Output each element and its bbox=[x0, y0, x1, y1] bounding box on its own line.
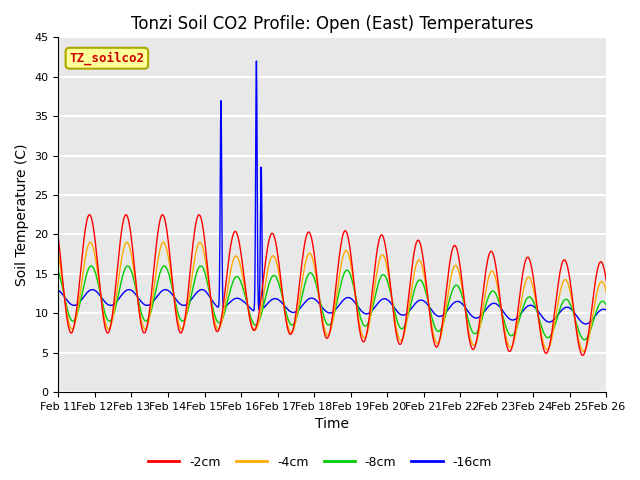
Title: Tonzi Soil CO2 Profile: Open (East) Temperatures: Tonzi Soil CO2 Profile: Open (East) Temp… bbox=[131, 15, 534, 33]
Y-axis label: Soil Temperature (C): Soil Temperature (C) bbox=[15, 144, 29, 286]
X-axis label: Time: Time bbox=[316, 418, 349, 432]
Legend: -2cm, -4cm, -8cm, -16cm: -2cm, -4cm, -8cm, -16cm bbox=[143, 451, 497, 474]
Text: TZ_soilco2: TZ_soilco2 bbox=[69, 51, 145, 65]
